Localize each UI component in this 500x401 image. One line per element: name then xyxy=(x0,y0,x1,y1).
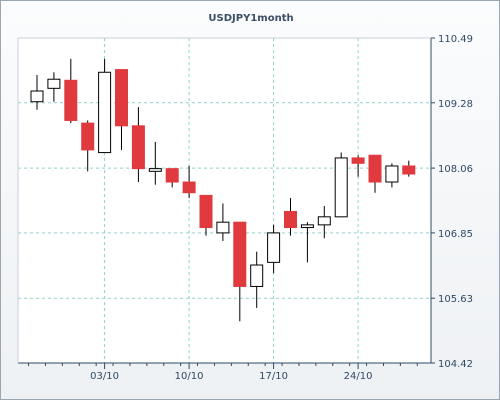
candle-body-up xyxy=(47,78,61,89)
candle-body-up xyxy=(385,165,399,183)
y-tick-label: 104.42 xyxy=(438,359,473,370)
candle-body-down xyxy=(165,168,179,183)
candle-body-down xyxy=(402,165,416,175)
candle-body-down xyxy=(131,125,145,170)
y-tick-label: 105.63 xyxy=(438,294,473,305)
candle-body-down xyxy=(182,181,196,194)
chart-title: USDJPY1month xyxy=(208,13,293,24)
x-tick-label: 03/10 xyxy=(90,371,119,382)
y-tick-label: 110.49 xyxy=(438,34,473,45)
candle-body-up xyxy=(267,232,281,263)
candle-body-down xyxy=(199,194,213,229)
candle-body-down xyxy=(115,69,128,127)
candle-body-down xyxy=(64,79,78,121)
axes xyxy=(17,37,435,369)
y-tick-label: 108.06 xyxy=(438,164,473,175)
candle-body-down xyxy=(81,122,95,151)
candle-body-down xyxy=(368,154,382,183)
candle-body-up xyxy=(317,216,331,226)
candle-body-up xyxy=(300,224,314,229)
y-tick-label: 109.28 xyxy=(438,99,473,110)
candle-body-down xyxy=(284,210,297,229)
plot-area xyxy=(18,38,431,363)
x-tick-label: 24/10 xyxy=(344,371,373,382)
candle-body-up xyxy=(334,157,348,218)
candles xyxy=(30,58,416,322)
candle-body-up xyxy=(148,168,162,172)
y-tick-label: 106.85 xyxy=(438,229,473,240)
x-tick-label: 17/10 xyxy=(259,371,288,382)
candle-body-up xyxy=(30,90,44,103)
candle-body-down xyxy=(233,221,247,287)
candle-body-up xyxy=(250,264,264,287)
tick-labels: 110.49 109.28 108.06 106.85 105.63 104.42 03/1… xyxy=(90,34,473,382)
candle-body-up xyxy=(98,71,112,154)
x-tick-label: 10/10 xyxy=(175,371,204,382)
candle-body-down xyxy=(351,157,365,164)
candle-body-up xyxy=(216,221,230,234)
